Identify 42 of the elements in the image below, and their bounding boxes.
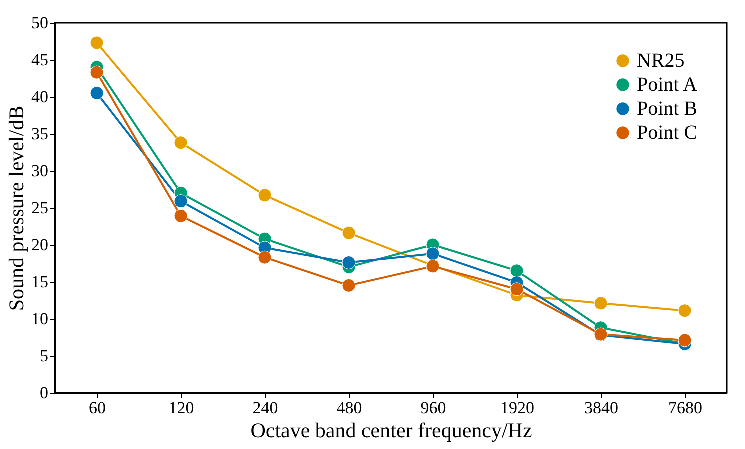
y-tick-label: 5 (40, 346, 48, 366)
y-tick-label: 30 (32, 162, 48, 180)
point (258, 188, 272, 202)
point (174, 136, 188, 150)
point (90, 66, 104, 80)
point (594, 296, 608, 310)
point (678, 334, 692, 348)
x-tick-label: 1920 (500, 398, 534, 418)
y-tick-label: 25 (32, 198, 48, 218)
point (678, 304, 692, 318)
point (510, 264, 524, 278)
legend-label: Point A (637, 74, 698, 96)
y-tick-label: 20 (32, 236, 48, 254)
x-tick-label: 60 (89, 398, 106, 418)
point (342, 226, 356, 240)
x-tick-label: 7680 (668, 398, 702, 418)
y-axis-title: Sound pressure level/dB (4, 106, 28, 312)
x-tick-label: 3840 (584, 398, 618, 418)
point (174, 209, 188, 223)
point (174, 194, 188, 208)
point (342, 278, 356, 292)
legend-label: NR25 (637, 50, 685, 72)
x-axis-title: Octave band center frequency/Hz (250, 418, 532, 442)
point (510, 282, 524, 296)
y-tick-label: 0 (40, 384, 48, 402)
point (426, 247, 440, 261)
y-tick-label: 40 (32, 88, 48, 106)
legend-label: Point B (637, 98, 698, 120)
point (90, 36, 104, 50)
y-tick-label: 35 (32, 124, 48, 144)
y-tick-label: 45 (32, 50, 48, 70)
x-tick-label: 240 (252, 398, 278, 418)
x-tick-label: 960 (420, 398, 446, 418)
legend-label: Point C (637, 122, 698, 144)
y-tick-label: 10 (32, 310, 48, 328)
point (342, 256, 356, 270)
x-tick-label: 120 (168, 398, 194, 418)
point (90, 86, 104, 100)
point (258, 250, 272, 264)
y-tick-label: 50 (32, 14, 48, 32)
y-tick-label: 15 (32, 272, 48, 292)
x-tick-label: 480 (336, 398, 362, 418)
